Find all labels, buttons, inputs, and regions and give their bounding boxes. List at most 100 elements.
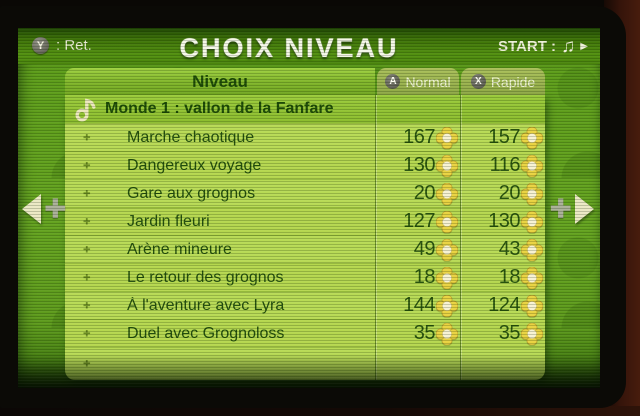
rapide-score: 20 [460, 182, 545, 205]
flower-icon [436, 210, 458, 233]
empty-row: ✚ [65, 347, 545, 380]
score-value: 20 [498, 182, 521, 204]
table-row[interactable]: ✚ À l'aventure avec Lyra 144 124 [65, 291, 545, 319]
rapide-column-label: Rapide [490, 73, 536, 90]
normal-score: 35 [375, 322, 460, 345]
flower-icon [436, 182, 458, 205]
rapide-score: 18 [460, 266, 545, 289]
next-world-arrow[interactable]: ✚ [549, 194, 594, 224]
table-row[interactable]: ✚ Le retour des grognos 18 18 [65, 263, 545, 291]
title-bar: Y : Ret. CHOIX NIVEAU START : ♫ ▶ [18, 28, 600, 64]
score-value: 20 [413, 182, 436, 204]
normal-column-label: Normal [405, 73, 451, 90]
column-header-rapide: X Rapide [461, 68, 545, 95]
score-value: 35 [498, 322, 521, 344]
score-value: 127 [403, 210, 435, 232]
score-value: 130 [403, 154, 435, 176]
score-value: 124 [488, 294, 520, 316]
level-name: Le retour des grognos [127, 268, 284, 286]
rapide-score: 35 [460, 322, 545, 345]
normal-score: 18 [375, 266, 460, 289]
world-header-row[interactable]: Monde 1 : vallon de la Fanfare [65, 95, 545, 123]
level-name: Arène mineure [127, 240, 232, 258]
rapide-score: 157 [460, 126, 545, 149]
flower-icon [521, 154, 543, 177]
score-value: 43 [498, 238, 521, 260]
flower-icon [521, 266, 543, 289]
flower-icon [521, 322, 543, 345]
start-hint-label: START : [498, 38, 557, 55]
level-name: Marche chaotique [127, 128, 255, 146]
column-header-normal: A Normal [377, 68, 459, 95]
flower-icon [436, 266, 458, 289]
normal-score: 20 [375, 182, 460, 205]
normal-score: 130 [375, 154, 460, 177]
table-row[interactable]: ✚ Dangereux voyage 130 116 [65, 151, 545, 179]
rapide-score: 43 [460, 238, 545, 261]
score-value: 167 [403, 126, 435, 148]
level-name: Duel avec Grognoloss [127, 324, 285, 342]
score-value: 49 [413, 238, 436, 260]
right-arrow-icon [575, 194, 594, 224]
table-row[interactable]: ✚ Arène mineure 49 43 [65, 235, 545, 263]
rapide-score: 130 [460, 210, 545, 233]
level-name: Jardin fleuri [127, 212, 210, 230]
row-bullet-icon: ✚ [83, 358, 91, 369]
row-bullet-icon: ✚ [83, 132, 91, 142]
flower-icon [521, 182, 543, 205]
a-button-icon: A [385, 74, 401, 89]
level-name: Dangereux voyage [127, 156, 262, 174]
flower-icon [436, 294, 458, 317]
table-row[interactable]: ✚ Marche chaotique 167 157 [65, 123, 545, 151]
flower-icon [521, 126, 543, 149]
table-row[interactable]: ✚ Duel avec Grognoloss 35 35 [65, 319, 545, 347]
table-row[interactable]: ✚ Gare aux grognos 20 20 [65, 179, 545, 207]
previous-world-arrow[interactable]: ✚ [22, 194, 67, 224]
column-divider [375, 95, 377, 380]
row-bullet-icon: ✚ [83, 160, 91, 170]
table-body: Monde 1 : vallon de la Fanfare ✚ Marche … [65, 95, 545, 380]
flower-icon [436, 126, 458, 149]
play-icon: ▶ [580, 41, 588, 52]
table-row[interactable]: ✚ Jardin fleuri 127 130 [65, 207, 545, 235]
score-value: 18 [498, 266, 521, 288]
level-table: Niveau A Normal X Rapide Monde 1 : vallo… [65, 68, 545, 380]
flower-icon [436, 322, 458, 345]
row-bullet-icon: ✚ [83, 328, 91, 338]
score-value: 35 [413, 322, 436, 344]
normal-score: 144 [375, 294, 460, 317]
rapide-score: 116 [460, 154, 545, 177]
flower-icon [436, 154, 458, 177]
row-bullet-icon: ✚ [83, 300, 91, 310]
flower-icon [436, 238, 458, 261]
left-arrow-icon [22, 194, 41, 224]
level-name: Gare aux grognos [127, 184, 256, 202]
score-value: 18 [413, 266, 436, 288]
rapide-score: 124 [460, 294, 545, 317]
normal-score: 49 [375, 238, 460, 261]
column-divider [460, 95, 462, 380]
flower-icon [521, 210, 543, 233]
flower-icon [521, 238, 543, 261]
world-note-icon [75, 98, 96, 122]
score-value: 116 [489, 154, 521, 176]
game-screen: Y : Ret. CHOIX NIVEAU START : ♫ ▶ Niveau… [18, 28, 600, 388]
normal-score: 127 [375, 210, 460, 233]
row-bullet-icon: ✚ [83, 188, 91, 198]
score-value: 130 [488, 210, 520, 232]
x-button-icon: X [470, 74, 486, 89]
page-title: CHOIX NIVEAU [179, 33, 399, 63]
plus-icon: ✚ [44, 193, 67, 224]
plus-icon: ✚ [549, 193, 572, 224]
console-frame-bottom [0, 406, 640, 416]
back-hint-label: : Ret. [56, 37, 92, 54]
flower-icon [521, 294, 543, 317]
score-value: 157 [488, 126, 520, 148]
level-name: À l'aventure avec Lyra [127, 296, 285, 314]
start-hint: START : ♫ ▶ [498, 37, 588, 56]
y-button-icon: Y [32, 37, 49, 54]
row-bullet-icon: ✚ [83, 272, 91, 282]
row-bullet-icon: ✚ [83, 244, 91, 254]
column-header-niveau: Niveau [65, 68, 375, 95]
